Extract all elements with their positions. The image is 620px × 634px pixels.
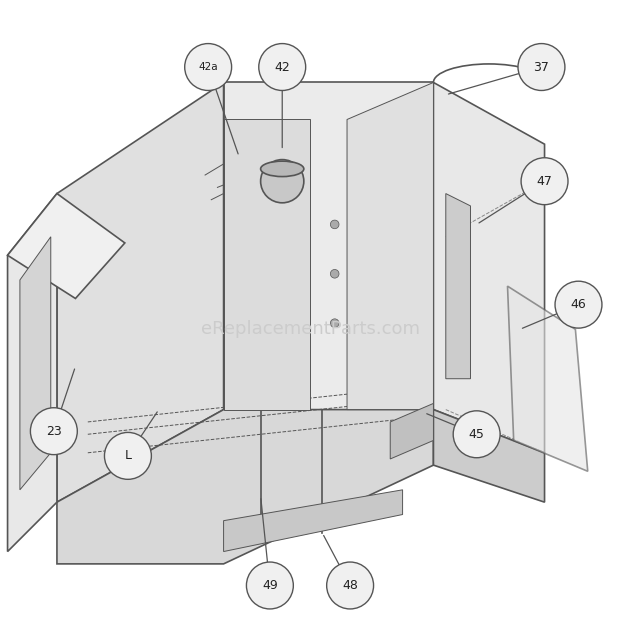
Circle shape xyxy=(330,220,339,229)
Text: 42a: 42a xyxy=(198,62,218,72)
Polygon shape xyxy=(20,236,51,490)
Polygon shape xyxy=(390,403,433,459)
Circle shape xyxy=(521,158,568,205)
Polygon shape xyxy=(57,410,433,564)
Circle shape xyxy=(453,411,500,458)
Circle shape xyxy=(259,44,306,91)
Circle shape xyxy=(327,562,374,609)
Text: L: L xyxy=(125,450,131,462)
Polygon shape xyxy=(224,119,310,410)
Circle shape xyxy=(555,281,602,328)
Circle shape xyxy=(104,432,151,479)
Text: 37: 37 xyxy=(534,60,549,74)
Polygon shape xyxy=(57,82,224,502)
Text: eReplacementParts.com: eReplacementParts.com xyxy=(200,320,420,339)
Circle shape xyxy=(330,269,339,278)
Text: 23: 23 xyxy=(46,425,62,437)
Polygon shape xyxy=(7,193,125,299)
Polygon shape xyxy=(224,82,433,410)
Circle shape xyxy=(330,319,339,328)
Polygon shape xyxy=(433,410,544,502)
Circle shape xyxy=(260,160,304,203)
Circle shape xyxy=(518,44,565,91)
Circle shape xyxy=(30,408,78,455)
Polygon shape xyxy=(508,286,588,471)
Text: 45: 45 xyxy=(469,428,485,441)
Polygon shape xyxy=(446,193,471,378)
Text: 48: 48 xyxy=(342,579,358,592)
Circle shape xyxy=(246,562,293,609)
Polygon shape xyxy=(224,490,402,552)
Text: 46: 46 xyxy=(570,298,587,311)
Polygon shape xyxy=(7,193,57,552)
Text: 47: 47 xyxy=(536,175,552,188)
Polygon shape xyxy=(347,82,433,410)
Polygon shape xyxy=(433,82,544,453)
Ellipse shape xyxy=(260,161,304,177)
Text: 42: 42 xyxy=(275,60,290,74)
Circle shape xyxy=(185,44,232,91)
Text: 49: 49 xyxy=(262,579,278,592)
